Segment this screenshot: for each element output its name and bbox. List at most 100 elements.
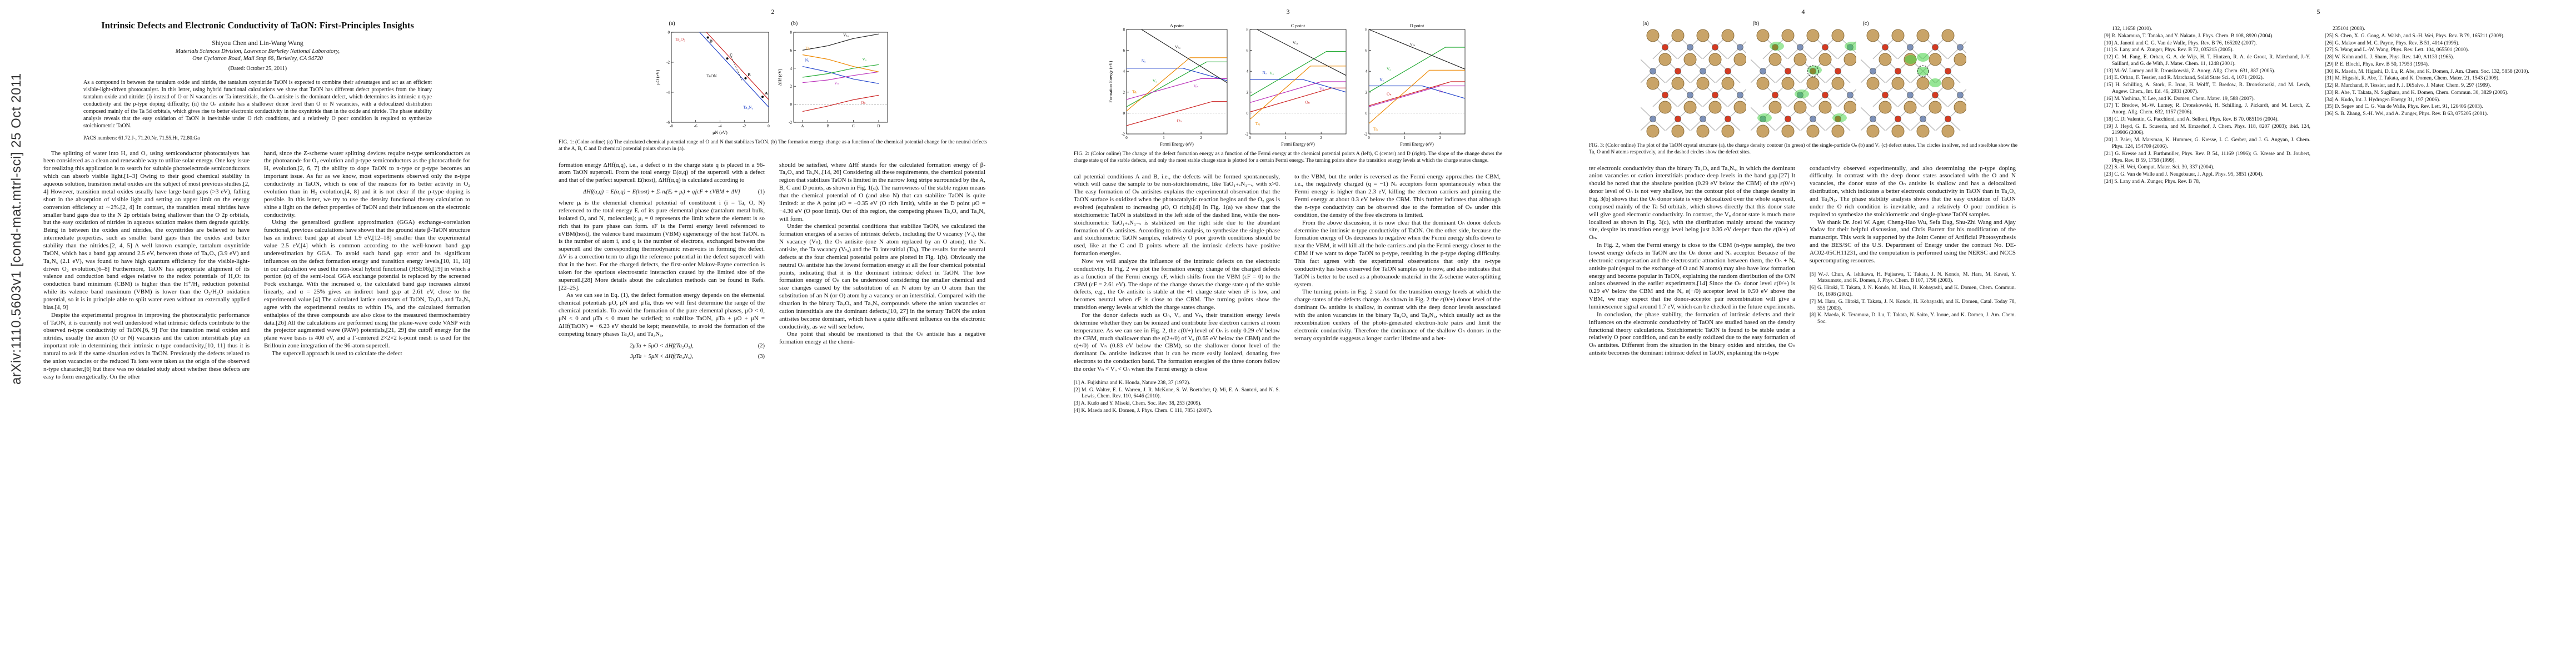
svg-text:μO (eV): μO (eV)	[655, 69, 660, 84]
svg-text:2: 2	[1365, 90, 1367, 94]
fig3-panel-c: (c)	[1860, 21, 1966, 139]
svg-text:Vₜₐ: Vₜₐ	[1409, 42, 1415, 47]
svg-text:-6: -6	[666, 121, 670, 125]
svg-text:D: D	[709, 38, 712, 43]
svg-text:C: C	[729, 52, 732, 57]
pacs-line: PACS numbers: 61.72.J-, 71.20.Nr, 71.55.…	[83, 135, 200, 141]
paragraph: In conclusion, the phase stability, the …	[1589, 311, 1795, 357]
equation-2: 2μTa + 5μO < ΔHf(Ta₂O₅), (2)	[559, 343, 765, 349]
paragraph: As we can see in Eq. (1), the defect for…	[559, 292, 765, 337]
equation-number: (1)	[758, 189, 765, 196]
equation-number: (2)	[758, 342, 765, 349]
svg-text:2: 2	[1246, 90, 1248, 94]
reference: [11] S. Lany and A. Zunger, Phys. Rev. B…	[2104, 47, 2234, 53]
svg-text:Nₒ: Nₒ	[1141, 58, 1145, 63]
svg-text:Vₜₐ: Vₜₐ	[843, 32, 849, 37]
paper-affiliation-line2: One Cyclotron Road, Mail Stop 66, Berkel…	[192, 55, 323, 62]
svg-text:6: 6	[1123, 48, 1125, 53]
svg-text:0: 0	[667, 31, 670, 35]
paragraph: Using the generalized gradient approxima…	[264, 219, 470, 350]
text-column-left: formation energy ΔHf(α,q), i.e., a defec…	[559, 162, 765, 364]
fig3-structure-a	[1640, 29, 1746, 138]
equation-number: (3)	[758, 353, 765, 360]
svg-text:-2: -2	[1364, 132, 1367, 137]
figure-2-caption: FIG. 2: (Color online) The change of the…	[1074, 151, 1502, 163]
svg-text:0: 0	[1125, 136, 1128, 140]
svg-text:-2: -2	[1122, 132, 1125, 137]
svg-text:-2: -2	[666, 61, 670, 65]
svg-text:Vₜₐ: Vₜₐ	[1175, 44, 1180, 49]
reference: [29] P. E. Blochl, Phys. Rev. B 50, 1795…	[2325, 61, 2429, 67]
equation-1: ΔHf(α,q) = E(α,q) − E(host) + Σᵢ nᵢ(Eᵢ +…	[559, 189, 765, 195]
svg-text:B: B	[826, 124, 829, 128]
svg-text:Vₒ: Vₒ	[862, 57, 866, 62]
svg-text:A: A	[765, 91, 768, 96]
svg-text:Oₙ: Oₙ	[1387, 91, 1391, 96]
fig3-structure-c	[1860, 29, 1966, 138]
figure-3-caption: FIG. 3: (Color online) The plot of the T…	[1589, 143, 2017, 155]
svg-text:6: 6	[1365, 48, 1367, 53]
paragraph: where μᵢ is the elemental chemical poten…	[559, 200, 765, 291]
svg-text:Vₙ: Vₙ	[834, 81, 839, 86]
svg-text:-8: -8	[670, 124, 673, 128]
reference: [5] W.-J. Chun, A. Ishikawa, H. Fujisawa…	[1810, 271, 2016, 284]
text-column-right: hand, since the Z-scheme water splitting…	[264, 150, 470, 381]
fig3-panel-a-label: (a)	[1642, 21, 1649, 27]
reference: [9] R. Nakamura, T. Tanaka, and Y. Nakat…	[2104, 33, 2274, 39]
reference: [3] A. Kudo and Y. Miseki, Chem. Soc. Re…	[1074, 401, 1202, 407]
svg-text:2: 2	[1123, 90, 1125, 94]
paper-affiliation-line1: Materials Sciences Division, Lawrence Be…	[175, 48, 340, 54]
svg-text:C point: C point	[1291, 23, 1305, 28]
svg-text:2: 2	[1200, 136, 1202, 140]
svg-text:Oₙ: Oₙ	[1305, 99, 1309, 104]
reference: [32] R. Marchand, F. Tessier, and F. J. …	[2325, 83, 2492, 89]
reference-column-left: 132, 11658 (2010). [9] R. Nakamura, T. T…	[2104, 26, 2310, 186]
svg-text:Oₙ: Oₙ	[861, 100, 865, 105]
page-number: 3	[1286, 8, 1290, 16]
page-4: 4 (a) (b) (c) FIG. 3: (Color online) The…	[1546, 0, 2061, 667]
reference: [36] S. B. Zhang, S.-H. Wei, and A. Zung…	[2325, 111, 2488, 117]
reference: [22] S.-H. Wei, Comput. Mater. Sci. 30, …	[2104, 165, 2215, 171]
fig1-panel-a: (a) -6 -4 -2 0 -8 -6 -4 -2 0 A B C D Ta₂O₅ TaON Ta₃N₅ μN…	[655, 21, 773, 136]
svg-text:Formation Energy (eV): Formation Energy (eV)	[1108, 61, 1113, 102]
page-number: 5	[2316, 8, 2320, 16]
svg-text:Nₒ: Nₒ	[1262, 70, 1267, 75]
fig1-panel-b-label: (b)	[791, 21, 798, 27]
paragraph: should be satisfied, where ΔHf stands fo…	[779, 161, 985, 222]
reference: [4] K. Maeda and K. Domen, J. Phys. Chem…	[1074, 407, 1212, 414]
svg-text:2: 2	[1320, 136, 1322, 140]
svg-text:A point: A point	[1169, 23, 1184, 28]
fig3-structure-b	[1750, 29, 1856, 138]
equation-3: 3μTa + 5μN < ΔHf(Ta₃N₅), (3)	[559, 354, 765, 360]
paragraph: Now we will analyze the influence of the…	[1074, 257, 1280, 311]
reference: [15] H. Schilling, A. Stork, E. Irran, H…	[2104, 82, 2310, 94]
reference-list: [9] R. Nakamura, T. Tanaka, and Y. Nakat…	[2104, 33, 2310, 186]
svg-text:4: 4	[1246, 69, 1248, 74]
reference: [31] M. Higashi, R. Abe, T. Takata, and …	[2325, 76, 2500, 82]
svg-text:μN (eV): μN (eV)	[712, 130, 728, 135]
svg-text:TaON: TaON	[706, 73, 717, 78]
reference: [8] K. Maeda, K. Teramura, D. Lu, T. Tak…	[1810, 312, 2016, 325]
svg-text:4: 4	[1365, 69, 1367, 74]
svg-text:Taᵢ: Taᵢ	[1255, 121, 1260, 126]
reference: [30] K. Maeda, M. Higashi, D. Lu, R. Abe…	[2325, 68, 2529, 74]
svg-text:ΔHf (eV): ΔHf (eV)	[778, 69, 783, 86]
svg-text:Taᵢ: Taᵢ	[1373, 126, 1378, 131]
svg-text:Fermi Energy (eV): Fermi Energy (eV)	[1400, 142, 1434, 147]
reference: [25] S. Chen, X. G. Gong, A. Walsh, and …	[2325, 33, 2505, 39]
svg-text:Vₒ: Vₒ	[1269, 71, 1274, 76]
equation-body: 2μTa + 5μO < ΔHf(Ta₂O₅),	[630, 342, 694, 349]
svg-text:0: 0	[1123, 111, 1125, 116]
reference: [19] J. Heyd, G. E. Scuseria, and M. Ern…	[2104, 123, 2310, 136]
svg-text:0: 0	[1365, 111, 1367, 116]
svg-text:8: 8	[790, 31, 792, 35]
fig1-panel-b: (b) -2 0 2 4 6 8 A B C D Oₙ Nₒ Vₒ Vₙ Taᵢ Vₜₐ ΔHf (eV)	[777, 21, 891, 136]
svg-text:-4: -4	[666, 91, 670, 95]
svg-text:6: 6	[790, 48, 792, 53]
reference: [13] M.-W. Lumey and R. Dronskowski, Z. …	[2104, 68, 2275, 74]
svg-text:Vₙ: Vₙ	[1193, 83, 1198, 88]
fig3-panel-a: (a)	[1640, 21, 1746, 139]
reference-column-right: 235104 (2008). [25] S. Chen, X. G. Gong,…	[2325, 26, 2531, 186]
figure-1-caption: FIG. 1: (Color online) (a) The calculate…	[559, 140, 987, 152]
